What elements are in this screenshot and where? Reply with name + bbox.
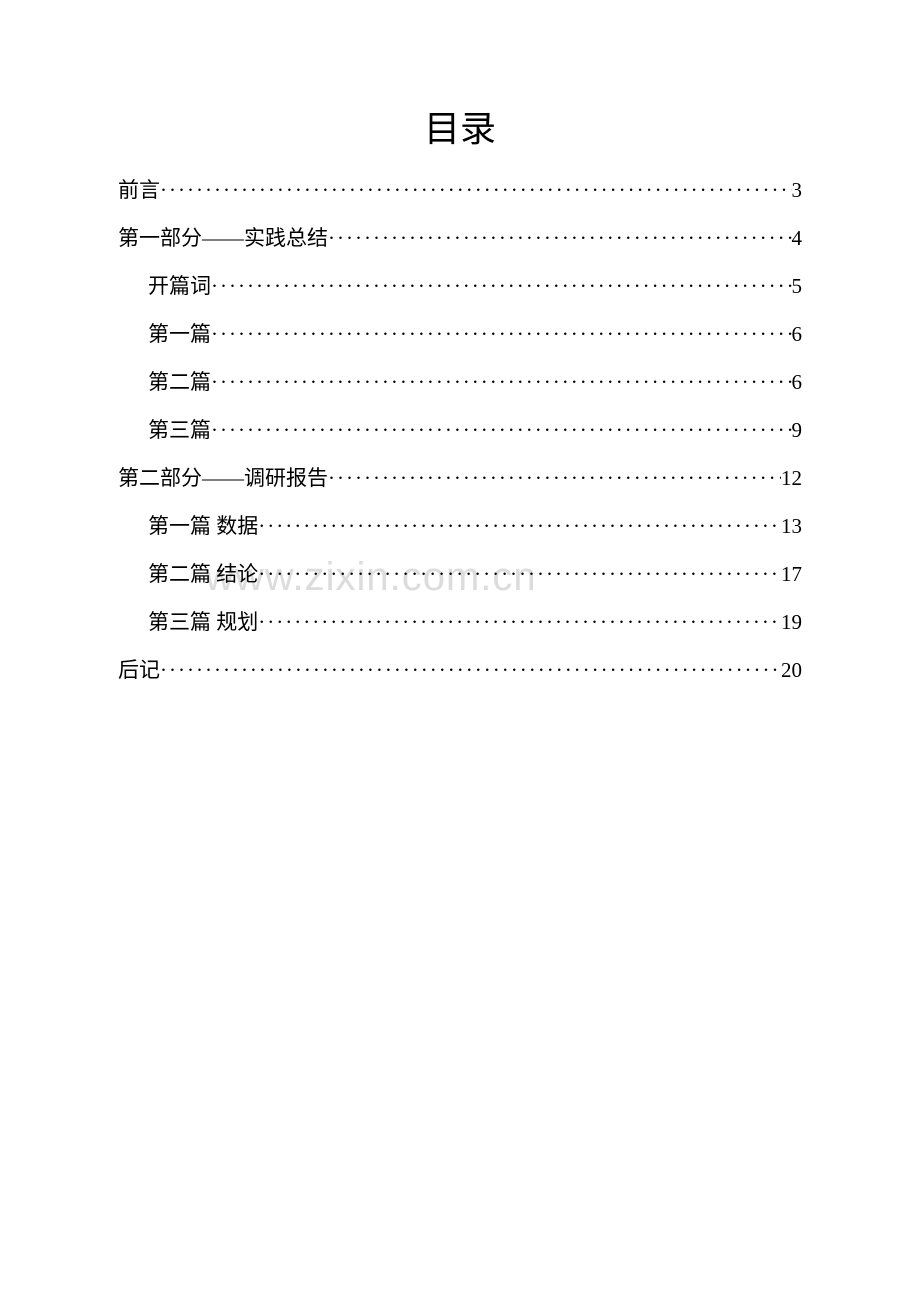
- table-of-contents: 前言 3 第一部分——实践总结 4 开篇词 5 第一篇 6 第二篇 6 第三篇 9 第二部分——调研报告…: [118, 180, 802, 681]
- toc-entry: 第二部分——调研报告 12: [118, 468, 802, 489]
- toc-entry-label: 第二篇: [148, 372, 211, 393]
- toc-entry: 第一部分——实践总结 4: [118, 228, 802, 249]
- toc-entry-label: 后记: [118, 660, 160, 681]
- toc-entry-page: 5: [792, 276, 803, 297]
- toc-leader-dots: [160, 660, 781, 681]
- document-page: 目录 前言 3 第一部分——实践总结 4 开篇词 5 第一篇 6 第二篇 6 第三篇 9 第二部分——调…: [0, 0, 920, 681]
- toc-leader-dots: [258, 564, 781, 585]
- toc-entry: 第二篇 6: [118, 372, 802, 393]
- toc-leader-dots: [160, 180, 792, 201]
- toc-entry-page: 20: [781, 660, 802, 681]
- toc-entry: 前言 3: [118, 180, 802, 201]
- toc-entry-page: 3: [792, 180, 803, 201]
- toc-leader-dots: [211, 276, 792, 297]
- toc-leader-dots: [211, 420, 792, 441]
- toc-entry: 第一篇 数据 13: [118, 516, 802, 537]
- toc-entry-page: 19: [781, 612, 802, 633]
- toc-entry: 后记 20: [118, 660, 802, 681]
- toc-entry: 第三篇 规划 19: [118, 612, 802, 633]
- toc-entry: 第二篇 结论 17: [118, 564, 802, 585]
- toc-leader-dots: [211, 324, 792, 345]
- toc-leader-dots: [328, 468, 781, 489]
- toc-entry: 第一篇 6: [118, 324, 802, 345]
- toc-entry-label: 第一篇: [148, 324, 211, 345]
- toc-leader-dots: [258, 612, 781, 633]
- toc-entry-label: 开篇词: [148, 276, 211, 297]
- toc-leader-dots: [211, 372, 792, 393]
- toc-entry-page: 13: [781, 516, 802, 537]
- toc-entry-label: 第三篇: [148, 420, 211, 441]
- toc-leader-dots: [328, 228, 792, 249]
- toc-entry-page: 4: [792, 228, 803, 249]
- toc-entry-label: 第二篇 结论: [148, 564, 258, 585]
- toc-entry-label: 前言: [118, 180, 160, 201]
- toc-entry-page: 6: [792, 324, 803, 345]
- toc-entry-label: 第二部分——调研报告: [118, 468, 328, 489]
- toc-entry: 第三篇 9: [118, 420, 802, 441]
- toc-entry-label: 第一篇 数据: [148, 516, 258, 537]
- toc-entry-label: 第一部分——实践总结: [118, 228, 328, 249]
- toc-entry-label: 第三篇 规划: [148, 612, 258, 633]
- toc-entry-page: 9: [792, 420, 803, 441]
- toc-entry: 开篇词 5: [118, 276, 802, 297]
- page-title: 目录: [118, 100, 802, 152]
- toc-entry-page: 12: [781, 468, 802, 489]
- toc-entry-page: 6: [792, 372, 803, 393]
- toc-entry-page: 17: [781, 564, 802, 585]
- toc-leader-dots: [258, 516, 781, 537]
